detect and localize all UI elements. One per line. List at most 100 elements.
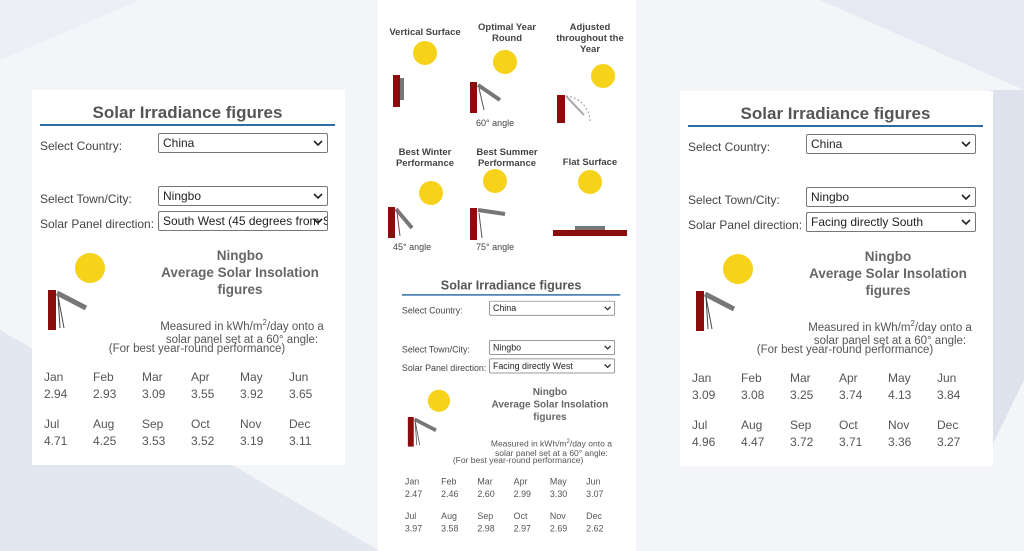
panel: [703, 291, 736, 312]
title-rule: [688, 125, 983, 127]
diagram-label: Best Winter Performance: [395, 147, 455, 169]
wall: [388, 207, 395, 238]
support: [478, 87, 485, 111]
month-label: Mar: [790, 371, 811, 385]
month-value: 3.65: [289, 387, 313, 401]
bg-shape: [990, 90, 1024, 450]
note: (For best year-round performance): [108, 343, 286, 355]
month-value: 3.71: [839, 435, 863, 449]
wall: [393, 75, 400, 107]
measured-post: /day onto a solar panel set at a 60° ang…: [813, 321, 972, 347]
field-label: Solar Panel direction:: [688, 218, 803, 232]
select-box[interactable]: Ningbo: [806, 187, 976, 207]
select-value: South West (45 degrees from South): [163, 214, 327, 228]
angle-label: 60° angle: [476, 118, 515, 128]
month-value: 3.55: [191, 387, 215, 401]
wall: [407, 417, 414, 447]
month-value: 3.58: [441, 523, 459, 534]
location: Ningbo: [864, 249, 912, 264]
note: (For best year-round performance): [452, 456, 584, 466]
month-label: Sep: [142, 417, 164, 431]
wall: [557, 95, 565, 123]
angle-label: 75° angle: [476, 242, 515, 252]
month-label: Feb: [741, 371, 762, 385]
support: [478, 212, 483, 239]
heading: Average Solar Insolation figures: [491, 398, 609, 423]
select-box[interactable]: China: [489, 300, 616, 316]
month-label: Apr: [513, 476, 528, 487]
select-box[interactable]: China: [158, 133, 328, 153]
sun: [419, 181, 443, 205]
month-label: Apr: [191, 370, 210, 384]
support: [414, 421, 418, 446]
month-value: 3.09: [142, 387, 166, 401]
month-value: 3.07: [586, 488, 604, 500]
month-label: Jan: [44, 370, 64, 384]
month-label: Nov: [549, 510, 566, 522]
month-label: Dec: [937, 418, 959, 432]
field-label: Solar Panel direction:: [40, 217, 155, 231]
select-value: China: [811, 137, 843, 151]
diagram-icons: [388, 41, 627, 240]
select-box[interactable]: Ningbo: [489, 340, 616, 355]
chevron: [961, 141, 971, 148]
month-value: 3.19: [240, 434, 264, 448]
support: [57, 295, 65, 329]
month-label: Mar: [142, 370, 163, 384]
month-value: 2.47: [404, 488, 423, 500]
month-label: Feb: [93, 370, 114, 384]
measured-sup: 2: [262, 318, 267, 327]
select-box[interactable]: Ningbo: [158, 186, 328, 206]
chevron: [313, 140, 323, 147]
select-box[interactable]: China: [806, 134, 976, 154]
field-label: Select Town/City:: [688, 193, 780, 207]
month-label: Oct: [191, 417, 210, 431]
sun: [723, 254, 753, 284]
month-label: Jul: [44, 417, 60, 431]
select-box[interactable]: South West (45 degrees from South): [158, 211, 328, 231]
month-value: 3.25: [790, 388, 814, 402]
select-value: Ningbo: [492, 342, 522, 353]
select-value: China: [163, 136, 195, 150]
chevron: [313, 218, 323, 225]
diagram-label: Flat Surface: [562, 157, 618, 168]
solar-widget: Solar Irradiance figures Select Country: C…: [32, 90, 345, 465]
widget-title: Solar Irradiance figures: [92, 103, 283, 122]
support: [705, 296, 713, 330]
month-value: 3.27: [937, 435, 961, 449]
bg-shape: [820, 0, 1024, 90]
panel: [400, 78, 404, 100]
panel-icon: [48, 253, 105, 330]
diagram-label: Adjusted throughout the Year: [556, 22, 624, 55]
field-label: Select Country:: [40, 139, 123, 153]
location: Ningbo: [532, 385, 568, 398]
month-label: Aug: [93, 417, 115, 431]
heading: Average Solar Insolation figures: [809, 266, 967, 298]
select-box[interactable]: Facing directly West: [489, 358, 616, 374]
measured-text: Measured in kWh/m2/day onto a solar pane…: [795, 317, 985, 348]
month-label: Jul: [404, 510, 417, 522]
month-label: Jun: [937, 371, 957, 385]
month-value: 3.74: [839, 388, 863, 402]
panel: [476, 83, 502, 102]
support: [705, 296, 709, 330]
sun: [413, 41, 437, 65]
diagram-label: Best Summer Performance: [476, 147, 538, 169]
select-value: Facing directly South: [811, 215, 924, 229]
month-value: 3.72: [790, 435, 814, 449]
month-value: 3.53: [142, 434, 166, 448]
measured-sup: 2: [910, 319, 915, 328]
support: [396, 211, 401, 237]
measured-text: Measured in kWh/m2/day onto a solar pane…: [481, 436, 622, 459]
chevron: [604, 345, 612, 350]
chevron: [961, 194, 971, 201]
angle-label: 45° angle: [393, 242, 432, 252]
widget-title: Solar Irradiance figures: [440, 278, 582, 293]
field-label: Select Country:: [401, 305, 463, 316]
month-value: 3.30: [549, 488, 568, 500]
month-value: 3.84: [937, 388, 961, 402]
select-box[interactable]: Facing directly South: [806, 212, 976, 232]
select-value: Ningbo: [163, 189, 202, 203]
month-value: 3.08: [741, 388, 765, 402]
